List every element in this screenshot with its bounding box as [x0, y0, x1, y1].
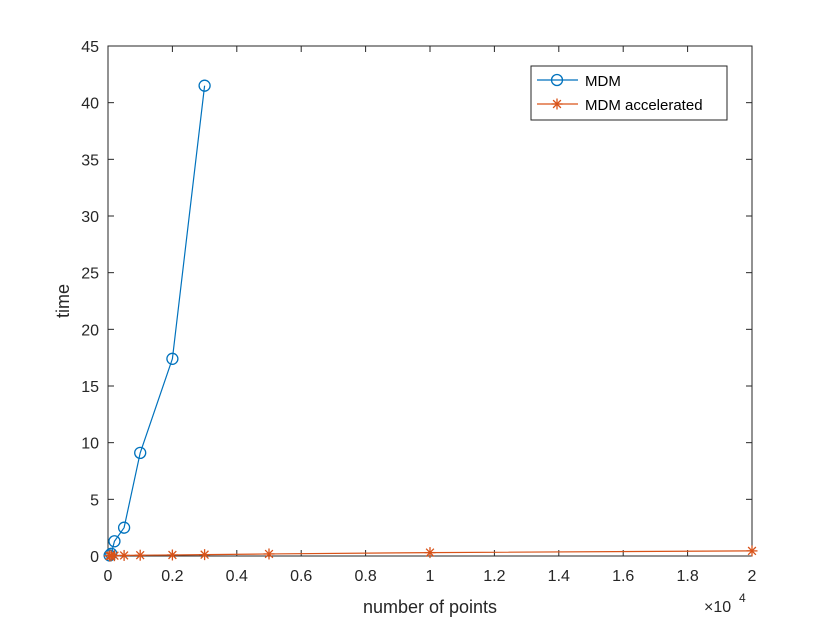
data-point	[118, 549, 130, 561]
asterisk-stroke	[135, 550, 145, 560]
data-point	[166, 549, 178, 561]
x-axis: 0 0.2 0.4 0.6 0.8 1 1.2 1.4 1.6 1.8 2	[104, 46, 757, 585]
x-multiplier-base: ×10	[704, 599, 731, 616]
asterisk-stroke	[119, 551, 129, 560]
x-tick-label: 1.2	[483, 568, 505, 585]
data-point	[108, 550, 120, 562]
x-tick-label: 1.4	[548, 568, 570, 585]
series-layer	[103, 79, 758, 562]
asterisk-stroke	[264, 549, 274, 559]
data-point	[746, 545, 758, 557]
plot-area	[107, 45, 753, 557]
asterisk-stroke	[747, 546, 757, 556]
y-tick-label: 0	[90, 549, 99, 566]
x-axis-multiplier: ×10 4	[704, 591, 746, 616]
data-point	[108, 535, 121, 548]
legend: MDM MDM accelerated	[530, 65, 728, 121]
y-tick-label: 45	[81, 39, 99, 56]
x-tick-label: 1	[426, 568, 435, 585]
y-tick-label: 20	[81, 322, 99, 339]
y-tick-label: 40	[81, 96, 99, 113]
asterisk-stroke	[168, 550, 177, 560]
data-point	[134, 549, 146, 561]
legend-marker-mdm	[550, 73, 564, 87]
y-tick-label: 30	[81, 209, 99, 226]
legend-box	[530, 65, 728, 121]
legend-label-mdm: MDM	[585, 73, 621, 90]
y-tick-label: 5	[90, 492, 99, 509]
legend-marker-mdm-accelerated	[551, 98, 563, 110]
x-tick-label: 0.8	[354, 568, 376, 585]
data-point	[199, 549, 211, 561]
x-tick-label: 1.8	[676, 568, 698, 585]
y-tick-label: 35	[81, 152, 99, 169]
legend-asterisk-glyph	[551, 98, 563, 110]
x-tick-label: 0.2	[161, 568, 183, 585]
x-tick-label: 2	[748, 568, 757, 585]
asterisk-stroke	[552, 99, 562, 109]
data-point	[117, 521, 131, 534]
asterisk-stroke	[200, 550, 209, 559]
data-point	[166, 352, 179, 365]
y-tick-label: 25	[81, 266, 99, 283]
y-axis-label: time	[53, 284, 73, 318]
data-point	[198, 79, 211, 92]
x-tick-label: 0.6	[290, 568, 312, 585]
data-point	[263, 548, 275, 560]
y-axis: 0 5 10 15 20 25 30 35 40 45	[81, 39, 752, 566]
data-point	[134, 446, 147, 460]
x-tick-label: 1.6	[612, 568, 634, 585]
y-tick-label: 10	[81, 436, 99, 453]
x-tick-label: 0	[104, 568, 113, 585]
legend-label-mdm-accelerated: MDM accelerated	[585, 97, 703, 114]
x-multiplier-exponent: 4	[739, 591, 746, 605]
asterisk-stroke	[425, 548, 435, 557]
x-tick-label: 0.4	[226, 568, 248, 585]
x-axis-label: number of points	[363, 597, 497, 617]
y-tick-label: 15	[81, 379, 99, 396]
data-point	[424, 547, 436, 559]
asterisk-stroke	[110, 551, 119, 561]
